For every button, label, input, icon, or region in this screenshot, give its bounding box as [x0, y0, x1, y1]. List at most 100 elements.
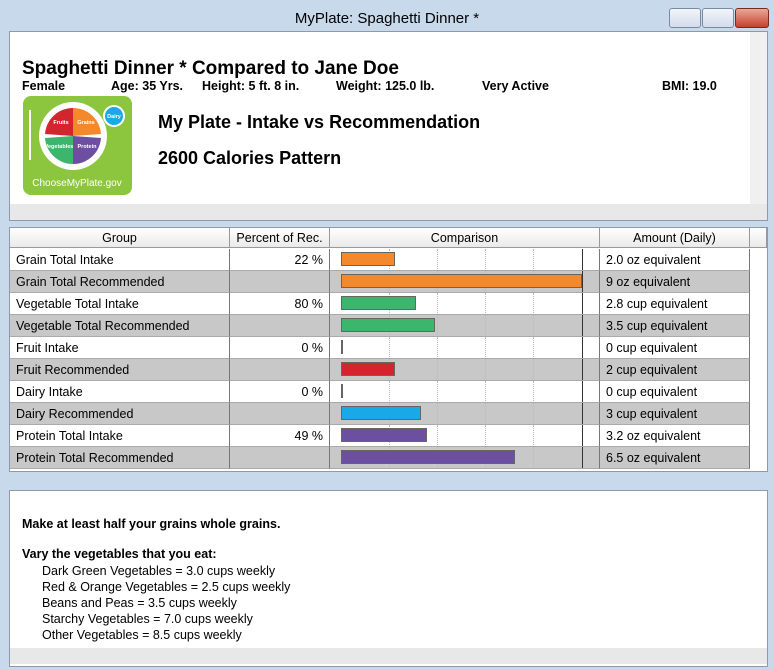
- comparison-cell: [330, 337, 600, 359]
- maximize-button[interactable]: [702, 8, 734, 28]
- grid-line: [485, 403, 486, 424]
- logo-label: Fruits: [53, 120, 68, 126]
- grid-line: [437, 381, 438, 402]
- note-item: Other Vegetables = 8.5 cups weekly: [42, 628, 242, 642]
- grid-line: [389, 381, 390, 402]
- info-field: Age: 35 Yrs.: [111, 79, 184, 93]
- scale-end: [582, 359, 583, 380]
- group-cell: Fruit Recommended: [10, 359, 230, 381]
- myplate-logo: Fruits Grains Vegetables Protein Dairy C…: [23, 96, 132, 195]
- calorie-pattern: 2600 Calories Pattern: [158, 148, 342, 168]
- grid-line: [437, 337, 438, 358]
- column-header: Group: [10, 228, 230, 248]
- grid-line: [485, 359, 486, 380]
- bar: [341, 428, 427, 442]
- grid-line: [533, 337, 534, 358]
- bar: [341, 406, 422, 420]
- note-text: Make at least half your grains whole gra…: [22, 517, 281, 531]
- grid-line: [533, 425, 534, 446]
- info-field: Female: [22, 79, 66, 93]
- scale-end: [582, 293, 583, 314]
- grid-line: [437, 425, 438, 446]
- column-header: Amount (Daily): [600, 228, 750, 248]
- amount-cell: 3 cup equivalent: [600, 403, 750, 425]
- bar: [341, 252, 395, 266]
- grid-line: [389, 337, 390, 358]
- close-button[interactable]: [735, 8, 769, 28]
- info-field: Height: 5 ft. 8 in.: [202, 79, 300, 93]
- comparison-table: Group Percent of Rec. Comparison Amount (Da…: [9, 227, 768, 472]
- percent-cell: [230, 315, 330, 337]
- bar: [341, 362, 395, 376]
- vertical-scrollbar[interactable]: [750, 32, 767, 204]
- grid-line: [533, 249, 534, 270]
- column-header: Comparison: [330, 228, 600, 248]
- amount-cell: 0 cup equivalent: [600, 337, 750, 359]
- amount-cell: 6.5 oz equivalent: [600, 447, 750, 469]
- chart-heading: My Plate - Intake vs Recommendation: [158, 112, 481, 132]
- amount-cell: 9 oz equivalent: [600, 271, 750, 293]
- bar: [341, 450, 516, 464]
- horizontal-scrollbar[interactable]: [10, 204, 767, 220]
- grid-line: [533, 315, 534, 336]
- percent-cell: 22 %: [230, 249, 330, 271]
- grid-line: [437, 403, 438, 424]
- amount-cell: 3.5 cup equivalent: [600, 315, 750, 337]
- group-cell: Vegetable Total Recommended: [10, 315, 230, 337]
- comparison-cell: [330, 315, 600, 337]
- comparison-cell: [330, 425, 600, 447]
- amount-cell: 2.8 cup equivalent: [600, 293, 750, 315]
- percent-cell: [230, 447, 330, 469]
- comparison-cell: [330, 249, 600, 271]
- bar: [341, 274, 582, 288]
- percent-cell: 0 %: [230, 337, 330, 359]
- note-item: Starchy Vegetables = 7.0 cups weekly: [42, 612, 253, 626]
- percent-cell: 0 %: [230, 381, 330, 403]
- percent-cell: 49 %: [230, 425, 330, 447]
- info-field: Very Active: [482, 79, 549, 93]
- group-cell: Grain Total Recommended: [10, 271, 230, 293]
- minimize-button[interactable]: [669, 8, 701, 28]
- scale-end: [582, 315, 583, 336]
- grid-line: [485, 337, 486, 358]
- grid-line: [533, 381, 534, 402]
- amount-cell: 3.2 oz equivalent: [600, 425, 750, 447]
- header-filler: [750, 228, 767, 248]
- grid-line: [437, 293, 438, 314]
- horizontal-scrollbar[interactable]: [10, 648, 767, 664]
- grid-line: [485, 315, 486, 336]
- group-cell: Vegetable Total Intake: [10, 293, 230, 315]
- grid-line: [533, 293, 534, 314]
- scale-end: [582, 381, 583, 402]
- note-item: Red & Orange Vegetables = 2.5 cups weekl…: [42, 580, 291, 594]
- grid-line: [485, 293, 486, 314]
- percent-cell: 80 %: [230, 293, 330, 315]
- group-cell: Dairy Intake: [10, 381, 230, 403]
- comparison-cell: [330, 359, 600, 381]
- window-title: MyPlate: Spaghetti Dinner *: [294, 10, 480, 27]
- bar: [341, 318, 435, 332]
- grid-line: [485, 381, 486, 402]
- grid-line: [485, 249, 486, 270]
- scale-end: [582, 271, 583, 292]
- comparison-cell: [330, 293, 600, 315]
- note-item: Dark Green Vegetables = 3.0 cups weekly: [42, 564, 276, 578]
- bar: [341, 296, 416, 310]
- logo-label: Dairy: [107, 114, 122, 120]
- group-cell: Dairy Recommended: [10, 403, 230, 425]
- info-field: BMI: 19.0: [662, 79, 717, 93]
- group-cell: Protein Total Intake: [10, 425, 230, 447]
- scale-end: [582, 403, 583, 424]
- comparison-cell: [330, 403, 600, 425]
- logo-label: Vegetables: [45, 144, 74, 150]
- scale-end: [582, 249, 583, 270]
- scale-end: [582, 447, 583, 468]
- logo-label: Protein: [78, 144, 98, 150]
- column-header: Percent of Rec.: [230, 228, 330, 248]
- info-field: Weight: 125.0 lb.: [336, 79, 435, 93]
- group-cell: Fruit Intake: [10, 337, 230, 359]
- header-panel: Spaghetti Dinner * Compared to Jane Doe …: [9, 31, 768, 221]
- amount-cell: 2.0 oz equivalent: [600, 249, 750, 271]
- note-item: Beans and Peas = 3.5 cups weekly: [42, 596, 237, 610]
